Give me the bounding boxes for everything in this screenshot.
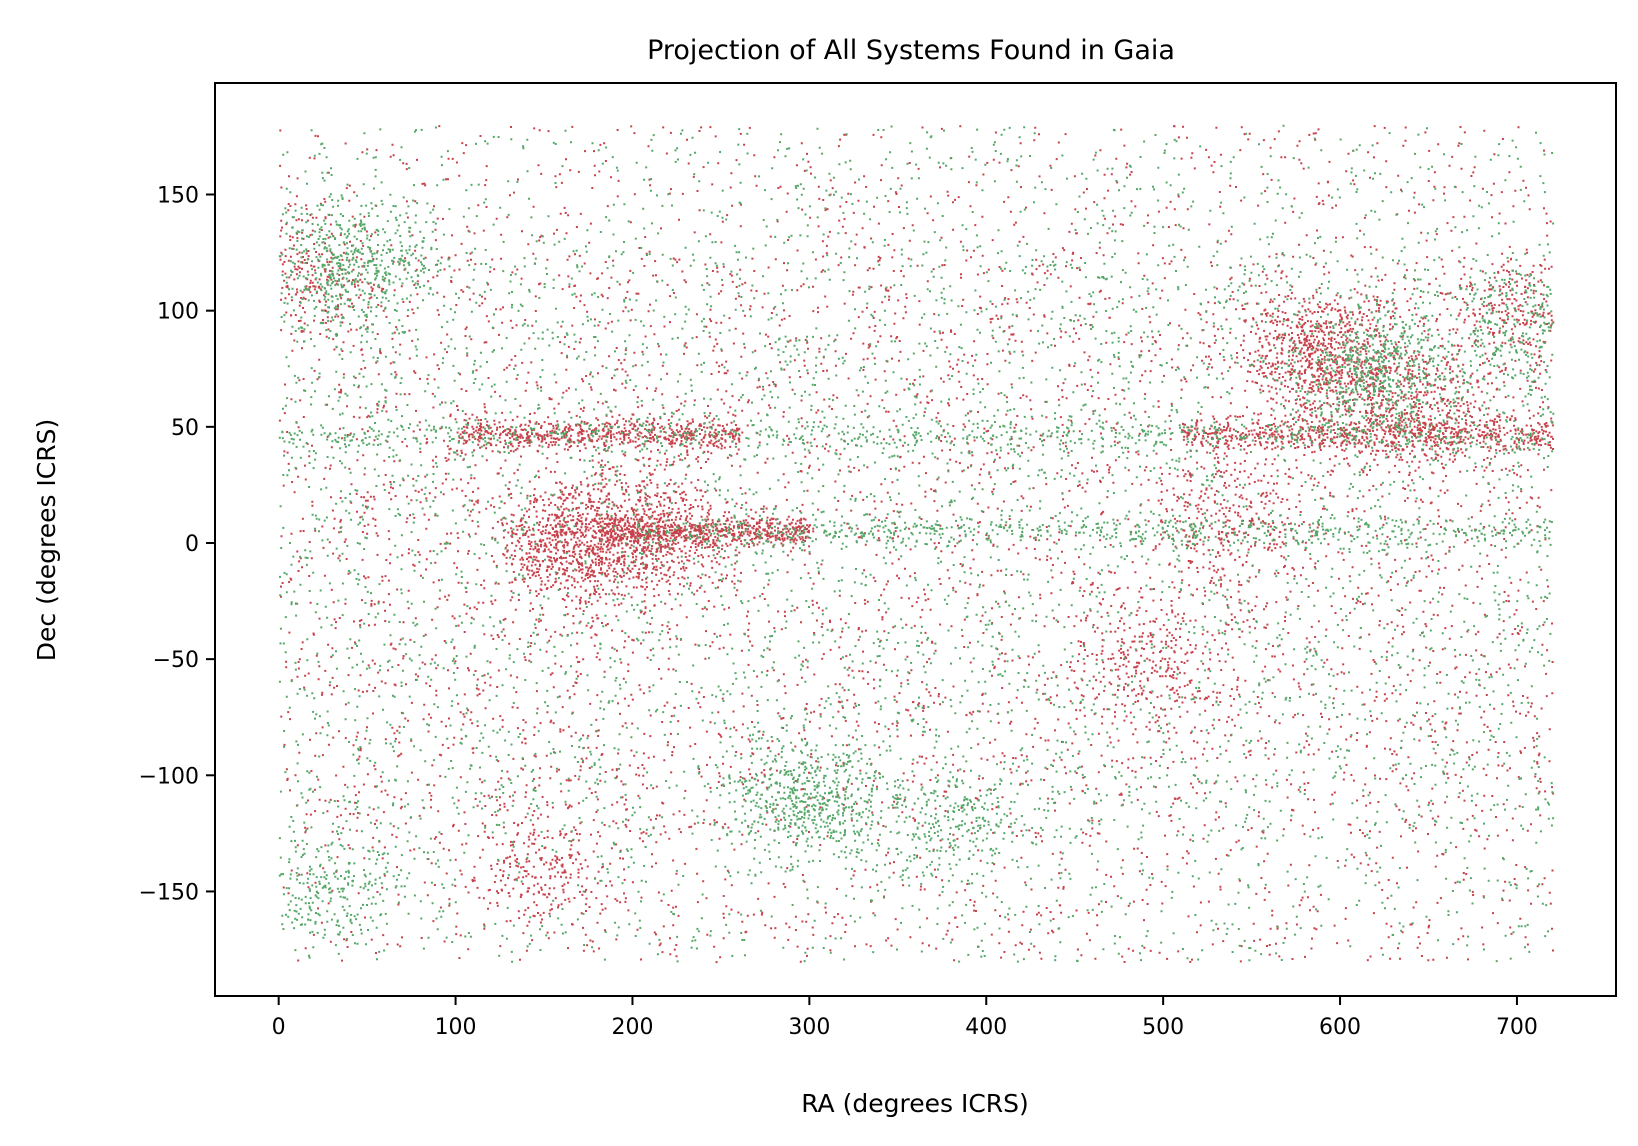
y-tick-label: 100 [157, 300, 199, 325]
scatter-series-2 [278, 124, 1555, 963]
x-tick-label: 300 [788, 1015, 830, 1040]
y-axis: −150 −100 −50 0 50 100 150 [139, 184, 215, 905]
y-axis-label: Dec (degrees ICRS) [32, 419, 61, 661]
x-tick-label: 200 [611, 1015, 653, 1040]
x-tick-label: 400 [965, 1015, 1007, 1040]
scatter-series-1 [278, 125, 1555, 964]
chart-title: Projection of All Systems Found in Gaia [647, 35, 1175, 66]
x-tick-label: 100 [435, 1015, 477, 1040]
x-axis: 0 100 200 300 400 500 600 700 [272, 996, 1538, 1040]
x-tick-label: 700 [1496, 1015, 1538, 1040]
y-tick-label: 0 [185, 532, 199, 557]
y-tick-label: −50 [153, 648, 199, 673]
y-tick-label: −100 [139, 764, 199, 789]
y-tick-label: 150 [157, 184, 199, 209]
x-axis-label: RA (degrees ICRS) [801, 1089, 1029, 1118]
plot-frame [214, 82, 1617, 997]
y-tick-label: −150 [139, 880, 199, 905]
x-tick-label: 600 [1319, 1015, 1361, 1040]
scatter-points [278, 124, 1555, 964]
x-tick-label: 0 [272, 1015, 286, 1040]
x-tick-label: 500 [1142, 1015, 1184, 1040]
y-tick-label: 50 [171, 416, 199, 441]
